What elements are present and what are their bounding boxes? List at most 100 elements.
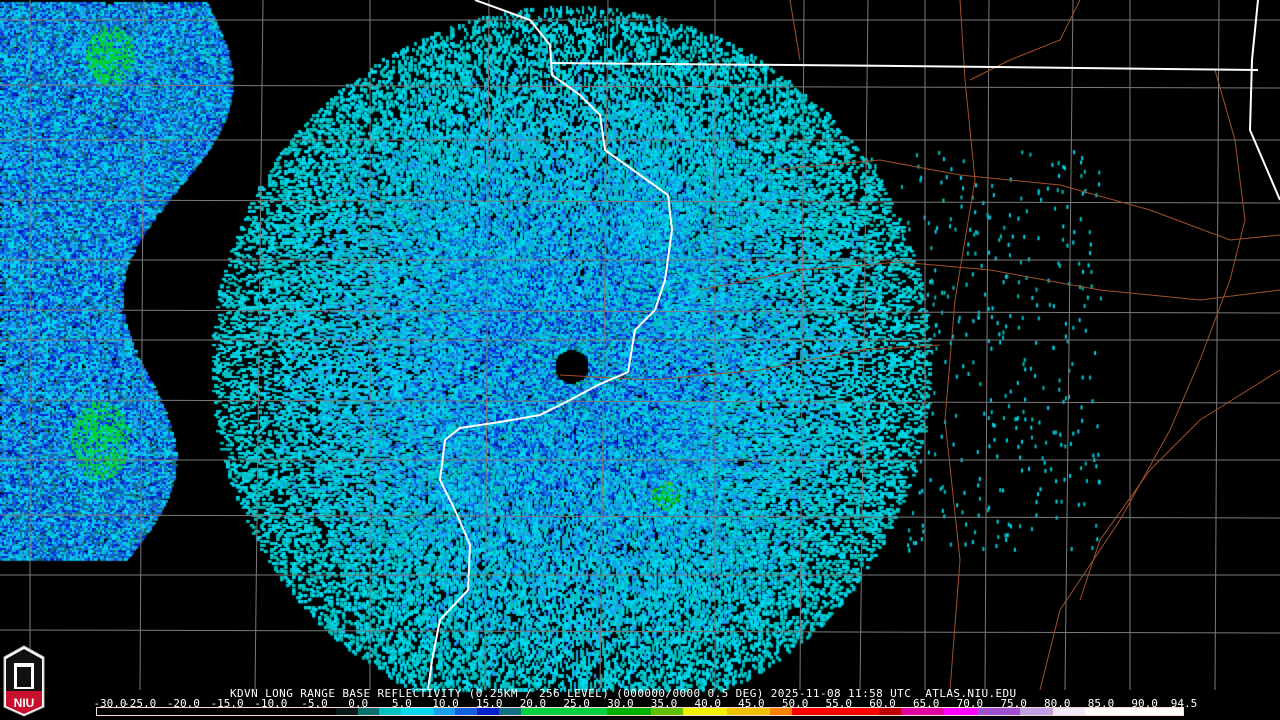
colorbar-segment [194, 708, 206, 715]
colorbar-segment [944, 708, 955, 715]
colorbar-label: 45.0 [738, 697, 765, 710]
colorbar-segment [1161, 708, 1173, 715]
colorbar-segment [1020, 708, 1031, 715]
minnesota-iowa-border [551, 62, 1259, 71]
colorbar-label: 50.0 [781, 697, 809, 710]
colorbar-segment [227, 708, 239, 715]
colorbar-segment [661, 708, 673, 715]
colorbar-segment [173, 708, 184, 715]
colorbar-segment [346, 708, 358, 715]
colorbar-segment [574, 708, 586, 715]
colorbar-segment [444, 708, 456, 715]
colorbar-segment [792, 708, 803, 715]
colorbar-segment [205, 708, 217, 715]
colorbar-label: 0.0 [348, 697, 369, 710]
colorbar-segment [531, 708, 543, 715]
colorbar-label: -5.0 [301, 697, 328, 710]
colorbar-label: -25.0 [123, 697, 157, 710]
colorbar-segment [325, 708, 336, 715]
colorbar-segment [303, 708, 315, 715]
colorbar-segment [1074, 708, 1086, 715]
colorbar-segment [618, 708, 630, 715]
colorbar-label: 75.0 [1000, 697, 1027, 710]
colorbar-segment [553, 708, 564, 715]
colorbar-segment [563, 708, 575, 715]
colorbar-segment [1052, 708, 1064, 715]
colorbar-label: 60.0 [869, 697, 896, 710]
colorbar-segment [1096, 708, 1107, 715]
colorbar-segment [922, 708, 934, 715]
colorbar-segment [672, 708, 684, 715]
colorbar-segment [802, 708, 814, 715]
colorbar-segment [650, 708, 662, 715]
colorbar-label: 90.0 [1131, 697, 1158, 710]
colorbar-segment [1009, 708, 1021, 715]
colorbar-label: 94.5 [1170, 697, 1198, 710]
station-id: KDVN [230, 687, 259, 700]
colorbar-segment [824, 708, 836, 715]
colorbar-segment [487, 708, 499, 715]
colorbar-segment [987, 708, 999, 715]
colorbar-segment [726, 708, 738, 715]
mississippi-river-border [427, 0, 674, 691]
county-boundaries [0, 0, 1280, 691]
colorbar-segment [737, 708, 749, 715]
colorbar-segment [1117, 708, 1129, 715]
colorbar-segment [1041, 708, 1053, 715]
county-lines [0, 0, 1280, 691]
colorbar-segment [1150, 708, 1162, 715]
colorbar-segment [509, 708, 521, 715]
colorbar-segment [314, 708, 326, 715]
highways [559, 0, 1280, 691]
colorbar-segment [368, 708, 380, 715]
colorbar-label: 65.0 [912, 697, 940, 710]
colorbar-label: 35.0 [650, 697, 678, 710]
colorbar-segment [270, 708, 282, 715]
colorbar-label: 20.0 [519, 697, 547, 710]
colorbar-segment [118, 708, 130, 715]
colorbar-label: -10.0 [254, 697, 288, 710]
colorbar-label: 25.0 [563, 697, 590, 710]
colorbar-label: -15.0 [210, 697, 244, 710]
colorbar-segment [498, 708, 510, 715]
colorbar-segment [1172, 708, 1183, 715]
colorbar-segment [998, 708, 1010, 715]
colorbar-label: -30.0 [93, 697, 127, 710]
colorbar-label: -20.0 [166, 697, 200, 710]
colorbar-segment [281, 708, 293, 715]
colorbar-segment [868, 708, 879, 715]
colorbar-segment [878, 708, 890, 715]
colorbar-segment [1030, 708, 1042, 715]
colorbar-segment [249, 708, 260, 715]
colorbar-segment [433, 708, 445, 715]
product-caption: KDVN LONG RANGE BASE REFLECTIVITY (0.25K… [230, 687, 1017, 700]
colorbar-segment [151, 708, 163, 715]
colorbar-segment [705, 708, 716, 715]
colorbar-label: 70.0 [956, 697, 984, 710]
wisconsin-illinois-border [1248, 0, 1280, 201]
colorbar-segment [162, 708, 174, 715]
colorbar-segment [976, 708, 988, 715]
colorbar-segment [107, 708, 119, 715]
colorbar-segment [477, 708, 488, 715]
colorbar-label: 5.0 [391, 697, 412, 710]
colorbar-segment [259, 708, 271, 715]
colorbar-label: 15.0 [476, 697, 503, 710]
colorbar-segment [1128, 708, 1140, 715]
colorbar-segment [216, 708, 228, 715]
niu-logo: NIU [3, 645, 45, 717]
colorbar-segment [781, 708, 792, 715]
colorbar-label: 10.0 [432, 697, 459, 710]
colorbar-segment [542, 708, 554, 715]
colorbar-label: 40.0 [694, 697, 721, 710]
colorbar-segment [140, 708, 152, 715]
colorbar-segment [683, 708, 695, 715]
colorbar-segment [629, 708, 640, 715]
colorbar-segment [846, 708, 858, 715]
colorbar-segment [596, 708, 608, 715]
colorbar-segment [390, 708, 402, 715]
product-name: LONG RANGE BASE REFLECTIVITY (0.25KM / 2… [265, 687, 610, 700]
colorbar-segment [183, 708, 195, 715]
